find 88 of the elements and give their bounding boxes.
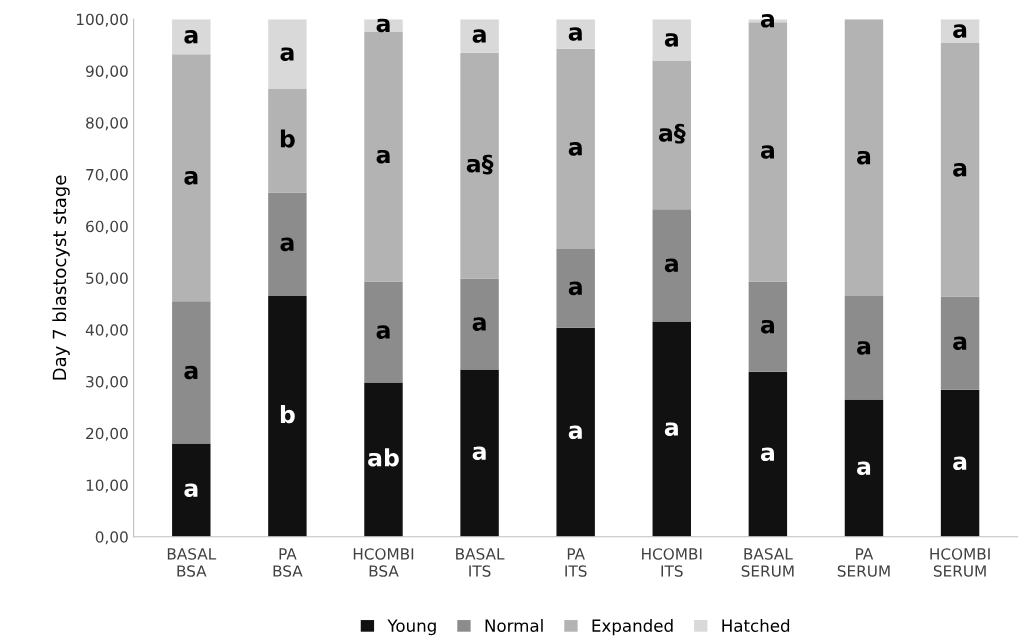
- data-label: a: [568, 425, 582, 440]
- data-label: a: [280, 47, 294, 61]
- bar: [940, 296, 980, 390]
- data-label: a: [760, 319, 774, 334]
- data-label: a: [664, 33, 678, 47]
- legend-label: Normal: [485, 619, 543, 632]
- data-label: a: [857, 150, 871, 165]
- data-label: a: [664, 422, 678, 436]
- data-label: a: [472, 446, 486, 461]
- data-label: a: [376, 325, 390, 339]
- bar: [172, 443, 211, 537]
- bar: [460, 52, 499, 279]
- data-label: a: [857, 341, 871, 355]
- x-tick-label: HCOMBI ITS: [642, 548, 702, 577]
- data-label: a§: [658, 123, 686, 144]
- bar: [460, 369, 499, 537]
- data-label: a: [568, 27, 582, 41]
- y-tick-label: 80,00: [86, 117, 128, 131]
- x-tick-label: PA ITS: [565, 548, 587, 577]
- data-label: a: [857, 461, 871, 476]
- bar: [652, 60, 691, 210]
- y-tick-label: 50,00: [86, 272, 128, 286]
- bar: [268, 296, 307, 537]
- data-label: a: [664, 258, 678, 273]
- bar: [460, 278, 499, 370]
- data-label: a: [568, 281, 582, 296]
- data-label: a§: [466, 154, 494, 175]
- data-label: a: [760, 145, 774, 159]
- data-label: a: [953, 336, 967, 351]
- x-tick-label: BASAL BSA: [167, 548, 217, 577]
- y-tick-label: 10,00: [86, 479, 128, 493]
- data-label: a: [472, 317, 486, 331]
- bar: [748, 371, 788, 537]
- legend-label: Expanded: [592, 619, 673, 636]
- data-label: a: [953, 24, 967, 38]
- x-tick-label: PA BSA: [273, 548, 303, 577]
- data-label: a: [184, 171, 198, 185]
- bar: [748, 281, 788, 372]
- bar: [940, 42, 980, 297]
- data-label: a: [953, 456, 967, 471]
- bar: [268, 192, 307, 297]
- data-label: a: [760, 447, 774, 462]
- data-label: ab: [368, 448, 399, 467]
- data-label: a: [280, 237, 294, 252]
- data-label: a: [184, 30, 198, 44]
- bar: [652, 209, 691, 322]
- y-tick-label: 40,00: [85, 324, 128, 338]
- y-tick-label: 20,00: [86, 427, 128, 441]
- data-label: b: [280, 404, 295, 424]
- bar: [652, 321, 691, 537]
- data-label: a: [184, 365, 198, 380]
- data-label: a: [376, 149, 390, 164]
- bar: [364, 382, 403, 537]
- bar: [556, 248, 595, 328]
- x-tick-label: BASAL SERUM: [741, 548, 794, 577]
- bar: [172, 301, 211, 444]
- x-tick-label: PA SERUM: [837, 548, 890, 577]
- data-label: a: [953, 163, 967, 177]
- bar: [844, 19, 884, 297]
- bar: [364, 31, 403, 282]
- bar: [364, 281, 403, 383]
- y-tick-label: 70,00: [86, 168, 128, 183]
- bar: [172, 54, 211, 302]
- data-label: a: [184, 483, 198, 498]
- x-tick-label: BASAL ITS: [456, 548, 505, 577]
- y-tick-label: 100,00: [77, 13, 128, 27]
- data-label: a: [376, 18, 390, 33]
- bar: [268, 89, 307, 193]
- y-axis-title: Day 7 blastocyst stage: [52, 175, 70, 380]
- data-label: b: [280, 129, 295, 148]
- y-tick-label: 60,00: [86, 220, 128, 234]
- data-label: a: [760, 14, 774, 28]
- data-label: a: [472, 29, 486, 43]
- legend-label: Young: [387, 619, 436, 636]
- bar: [652, 19, 691, 61]
- bar: [844, 296, 884, 400]
- legend-label: Hatched: [722, 619, 790, 632]
- x-tick-label: HCOMBI BSA: [353, 548, 414, 577]
- y-tick-label: 90,00: [86, 65, 128, 79]
- y-tick-label: 30,00: [86, 375, 128, 390]
- bar: [268, 19, 307, 90]
- y-tick-label: 0,00: [95, 531, 128, 545]
- bar: [556, 327, 595, 537]
- bar: [844, 399, 884, 537]
- x-tick-label: HCOMBI SERUM: [930, 548, 990, 577]
- bar: [940, 389, 980, 537]
- bar: [556, 48, 595, 249]
- data-label: a: [568, 142, 582, 156]
